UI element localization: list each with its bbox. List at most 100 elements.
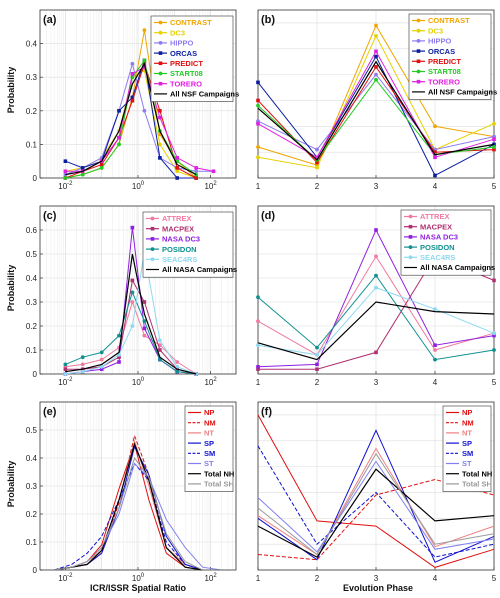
x-tick-label: 100 xyxy=(132,377,145,387)
series-contrast xyxy=(256,23,496,167)
legend-box xyxy=(150,15,234,102)
data-point xyxy=(63,367,68,371)
data-point xyxy=(256,103,260,108)
x-tick-label: 100 xyxy=(132,573,145,583)
data-point xyxy=(194,169,199,174)
legend-label: DC3 xyxy=(170,28,185,37)
y-tick-label: 0.3 xyxy=(26,73,38,82)
data-point xyxy=(433,124,437,129)
data-point xyxy=(158,156,162,160)
series-line xyxy=(65,62,197,176)
legend-marker xyxy=(150,216,155,221)
legend-marker xyxy=(416,79,421,84)
legend-label: NT xyxy=(462,429,472,438)
y-tick-label: 0.1 xyxy=(26,346,38,355)
data-point xyxy=(63,159,68,163)
data-point xyxy=(492,348,496,352)
data-point xyxy=(99,357,104,362)
legend-label: SM xyxy=(462,449,473,458)
data-point xyxy=(158,115,162,120)
series-line xyxy=(54,456,222,571)
x-tick-label: 5 xyxy=(492,574,497,583)
data-point xyxy=(99,364,104,369)
data-point xyxy=(256,365,260,369)
data-point xyxy=(130,278,135,283)
series-line xyxy=(65,253,197,375)
legend-box xyxy=(184,405,234,492)
legend-marker xyxy=(158,51,163,55)
legend-marker xyxy=(416,28,421,33)
data-point xyxy=(63,176,68,180)
x-tick-label: 10-2 xyxy=(58,377,73,387)
data-point xyxy=(80,362,85,367)
data-point xyxy=(80,166,85,170)
data-point xyxy=(158,109,162,113)
data-point xyxy=(63,169,68,174)
data-point xyxy=(130,225,135,230)
series-line xyxy=(257,452,495,556)
series-line xyxy=(257,468,495,558)
y-tick-label: 0.4 xyxy=(26,274,38,283)
data-point xyxy=(315,165,319,170)
data-point xyxy=(194,166,198,170)
legend-label: MACPEX xyxy=(162,224,194,233)
data-point xyxy=(492,145,496,149)
data-point xyxy=(492,278,496,283)
data-point xyxy=(80,369,85,374)
x-tick-label: 2 xyxy=(315,182,320,191)
y-tick-label: 0.3 xyxy=(26,482,38,491)
legend-label: ORCAS xyxy=(170,49,197,58)
data-point xyxy=(492,333,496,338)
series-line xyxy=(257,60,495,161)
data-point xyxy=(315,155,319,160)
legend-label: ATTREX xyxy=(162,214,191,223)
data-point xyxy=(99,367,104,371)
y-tick-label: 0.2 xyxy=(26,107,38,116)
data-point xyxy=(256,295,260,300)
x-tick-label: 100 xyxy=(132,181,145,191)
panel-label: (c) xyxy=(43,210,57,222)
x-tick-label: 102 xyxy=(204,181,217,191)
legend-label: ST xyxy=(462,459,472,468)
legend-marker xyxy=(408,224,413,229)
data-point xyxy=(492,121,496,126)
y-tick-label: 0 xyxy=(33,370,38,379)
data-point xyxy=(492,331,496,336)
legend-marker xyxy=(416,39,421,43)
data-point xyxy=(374,254,378,259)
legend-marker xyxy=(150,237,155,241)
legend-label: All NSF Campaigns xyxy=(170,90,239,99)
legend-box xyxy=(400,209,492,276)
data-point xyxy=(99,162,104,167)
legend-label: TORERO xyxy=(428,77,460,86)
legend-label: All NSF Campaigns xyxy=(428,88,497,97)
legend-label: SEAC4RS xyxy=(162,255,197,264)
data-point xyxy=(256,367,260,371)
data-point xyxy=(117,135,121,140)
legend-label: NM xyxy=(204,418,216,427)
legend-marker xyxy=(408,255,413,260)
data-point xyxy=(130,72,135,76)
data-point xyxy=(158,348,162,352)
legend-label: NP xyxy=(204,408,214,417)
data-point xyxy=(175,360,180,364)
x-tick-label: 4 xyxy=(433,182,438,191)
data-point xyxy=(157,357,162,362)
series-sp xyxy=(257,429,495,563)
legend-marker xyxy=(416,49,421,53)
y-tick-label: 0.4 xyxy=(26,454,38,463)
legend-box xyxy=(142,211,234,278)
series-line xyxy=(257,460,495,553)
legend-marker xyxy=(416,69,421,74)
data-point xyxy=(374,228,378,232)
x-tick-label: 102 xyxy=(204,377,217,387)
legend-marker xyxy=(408,214,413,219)
legend-marker xyxy=(408,245,413,250)
legend-label: ATTREX xyxy=(420,212,449,221)
panel-label: (e) xyxy=(43,406,57,418)
